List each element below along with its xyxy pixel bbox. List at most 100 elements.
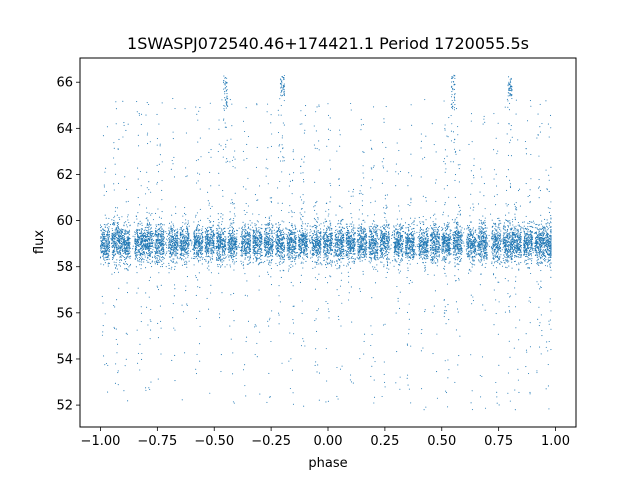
data-point	[336, 259, 338, 262]
data-point	[102, 251, 104, 253]
data-point	[289, 231, 292, 233]
data-point	[171, 260, 173, 262]
data-point	[206, 242, 208, 244]
data-point	[111, 234, 113, 236]
data-point	[244, 254, 246, 256]
data-point	[122, 237, 124, 239]
data-point	[208, 247, 210, 249]
data-point	[305, 236, 307, 238]
data-point	[168, 237, 170, 239]
data-point	[125, 241, 127, 243]
data-point	[126, 236, 128, 238]
data-point	[279, 251, 281, 253]
data-point	[205, 256, 207, 258]
data-point	[171, 249, 173, 251]
data-point	[185, 244, 187, 247]
data-point	[176, 252, 178, 254]
data-point	[286, 239, 289, 241]
data-point	[336, 233, 338, 235]
data-point	[118, 234, 120, 236]
data-point	[128, 237, 130, 239]
data-point	[275, 234, 277, 236]
data-point	[219, 246, 221, 248]
data-point	[149, 255, 151, 258]
data-point	[306, 243, 308, 245]
data-point	[346, 254, 348, 256]
data-point	[201, 249, 203, 251]
data-point	[205, 237, 207, 239]
data-point	[335, 235, 337, 237]
data-point	[354, 227, 356, 229]
data-point	[111, 246, 113, 248]
data-point	[193, 249, 195, 251]
data-point	[137, 236, 139, 238]
data-point	[280, 243, 282, 245]
data-point	[327, 263, 329, 265]
data-point	[114, 247, 116, 249]
data-point	[121, 249, 123, 251]
data-point	[347, 264, 350, 266]
data-point	[246, 246, 248, 249]
data-point	[288, 229, 290, 231]
data-point	[325, 261, 327, 263]
data-point	[112, 238, 114, 240]
data-point	[205, 242, 207, 244]
data-point	[198, 245, 200, 247]
data-point	[212, 236, 214, 238]
data-point	[183, 255, 185, 258]
data-point	[260, 244, 262, 246]
data-point	[357, 229, 359, 231]
data-point	[280, 239, 282, 241]
data-point	[254, 243, 256, 245]
data-point	[195, 248, 197, 250]
data-point	[268, 222, 271, 224]
data-point	[180, 247, 183, 249]
data-point	[136, 253, 138, 255]
data-point	[301, 243, 303, 246]
data-point	[346, 236, 348, 238]
data-point	[220, 246, 222, 248]
data-point	[119, 250, 121, 252]
data-point	[265, 252, 267, 254]
data-point	[248, 243, 250, 245]
data-point	[329, 239, 332, 241]
data-point	[141, 254, 143, 256]
data-point	[232, 243, 234, 246]
data-point	[335, 253, 338, 255]
data-point	[317, 257, 319, 259]
data-point	[294, 231, 296, 233]
data-point	[114, 244, 116, 246]
data-point	[210, 231, 212, 234]
data-point	[126, 264, 129, 266]
data-point	[345, 238, 347, 240]
data-point	[323, 232, 325, 234]
data-point	[194, 235, 196, 237]
data-point	[151, 244, 153, 246]
data-point	[140, 252, 142, 254]
data-point	[139, 253, 142, 256]
data-point	[193, 237, 195, 239]
data-point	[282, 242, 284, 244]
data-point	[336, 229, 338, 231]
data-point	[150, 248, 152, 250]
data-point	[140, 268, 142, 270]
data-point	[171, 231, 173, 233]
data-point	[330, 227, 332, 229]
data-point	[244, 225, 246, 227]
data-point	[168, 229, 170, 231]
data-point	[256, 246, 259, 248]
data-point	[245, 248, 247, 250]
data-point	[114, 264, 116, 266]
data-point	[329, 223, 331, 225]
data-point	[267, 223, 269, 225]
data-point	[338, 222, 340, 224]
data-point	[326, 250, 328, 252]
data-point	[196, 255, 198, 257]
data-point	[249, 258, 251, 260]
data-point	[128, 234, 131, 236]
data-point	[340, 255, 342, 257]
data-point	[116, 232, 118, 234]
data-point	[104, 253, 106, 256]
data-point	[246, 263, 248, 265]
data-point	[146, 253, 148, 255]
